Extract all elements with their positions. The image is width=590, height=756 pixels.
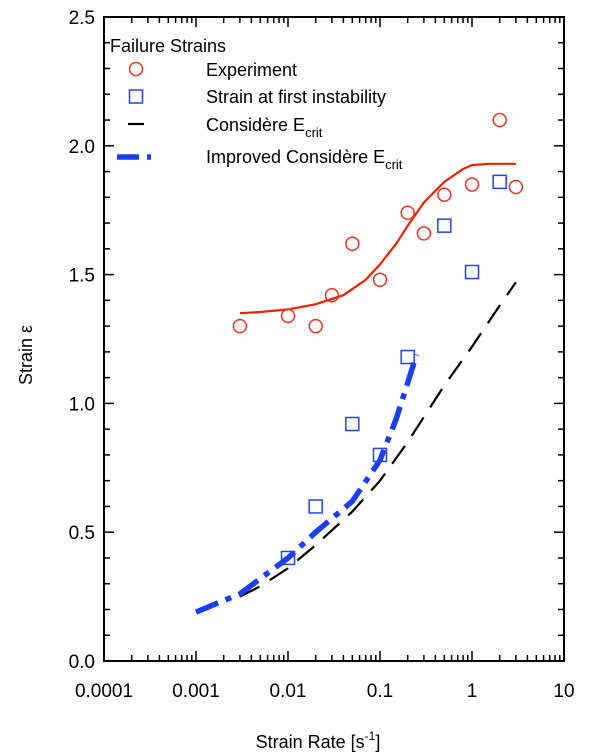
- experiment-point: [400, 205, 415, 221]
- x-tick-label: 0.0001: [75, 681, 133, 702]
- experiment-point: [280, 308, 296, 324]
- x-tick-label: 1: [467, 681, 478, 702]
- experiment-point: [464, 177, 480, 192]
- x-tick-label: 0.1: [367, 681, 393, 702]
- legend-label-considere: Considère Ecrit: [206, 115, 323, 140]
- instability-point: [308, 499, 323, 514]
- legend-label-improved-sub: crit: [385, 157, 403, 172]
- instability-point: [345, 416, 360, 432]
- y-tick-label: 1.0: [69, 394, 95, 415]
- experiment-point: [324, 287, 340, 303]
- y-tick-label: 1.5: [69, 266, 95, 287]
- experiment-point: [492, 112, 507, 128]
- instability-point: [400, 349, 415, 365]
- x-tick-label: 0.01: [270, 681, 307, 702]
- legend-label-experiment: Experiment: [206, 60, 297, 80]
- legend: Failure Strains Experiment Strain at fir…: [110, 36, 403, 172]
- legend-label-improved-main: Improved Considère E: [206, 147, 385, 167]
- axes: 0.0001 0.001 0.01 0.1 1 10 0.0 0.5 1.0 1.5 2.0 2.5: [69, 8, 575, 702]
- x-axis-label: Strain Rate [s-1]: [256, 729, 381, 752]
- experiment-point: [508, 179, 524, 195]
- experiment-point: [372, 272, 388, 288]
- legend-label-instability: Strain at first instability: [206, 87, 386, 107]
- instability-point: [492, 174, 507, 190]
- experiment-point: [308, 318, 323, 334]
- instability-point: [464, 264, 480, 280]
- instability-point: [437, 218, 452, 233]
- y-axis-label: Strain ε: [16, 325, 36, 385]
- y-tick-label: 2.5: [69, 8, 95, 29]
- plot-frame: [103, 16, 565, 662]
- x-tick-label: 0.001: [172, 681, 220, 702]
- instability-point: [372, 447, 388, 463]
- series-layer: [194, 112, 524, 615]
- series-line-experiment-fit: [239, 162, 516, 315]
- experiment-point: [232, 318, 248, 334]
- series-line-consid-re-ecrit: [239, 281, 517, 598]
- x-tick-label: 10: [553, 681, 574, 702]
- legend-label-improved: Improved Considère Ecrit: [206, 147, 403, 172]
- experiment-point: [416, 226, 432, 241]
- legend-marker-experiment: [128, 61, 144, 77]
- y-tick-label: 2.0: [69, 137, 95, 158]
- experiment-point: [437, 187, 452, 202]
- x-axis-label-close: ]: [375, 732, 380, 752]
- experiment-point: [345, 236, 360, 251]
- legend-title: Failure Strains: [110, 36, 226, 56]
- instability-point: [280, 550, 296, 566]
- series-line-improved-consid-re-ecrit: [194, 353, 420, 615]
- x-axis-label-sup: -1: [365, 729, 376, 743]
- y-tick-label: 0.5: [69, 523, 95, 544]
- y-tick-label: 0.0: [69, 652, 95, 673]
- legend-marker-instability: [128, 89, 144, 104]
- legend-label-considere-sub: crit: [305, 125, 323, 140]
- x-axis-label-main: Strain Rate [s: [256, 732, 365, 752]
- legend-label-considere-main: Considère E: [206, 115, 305, 135]
